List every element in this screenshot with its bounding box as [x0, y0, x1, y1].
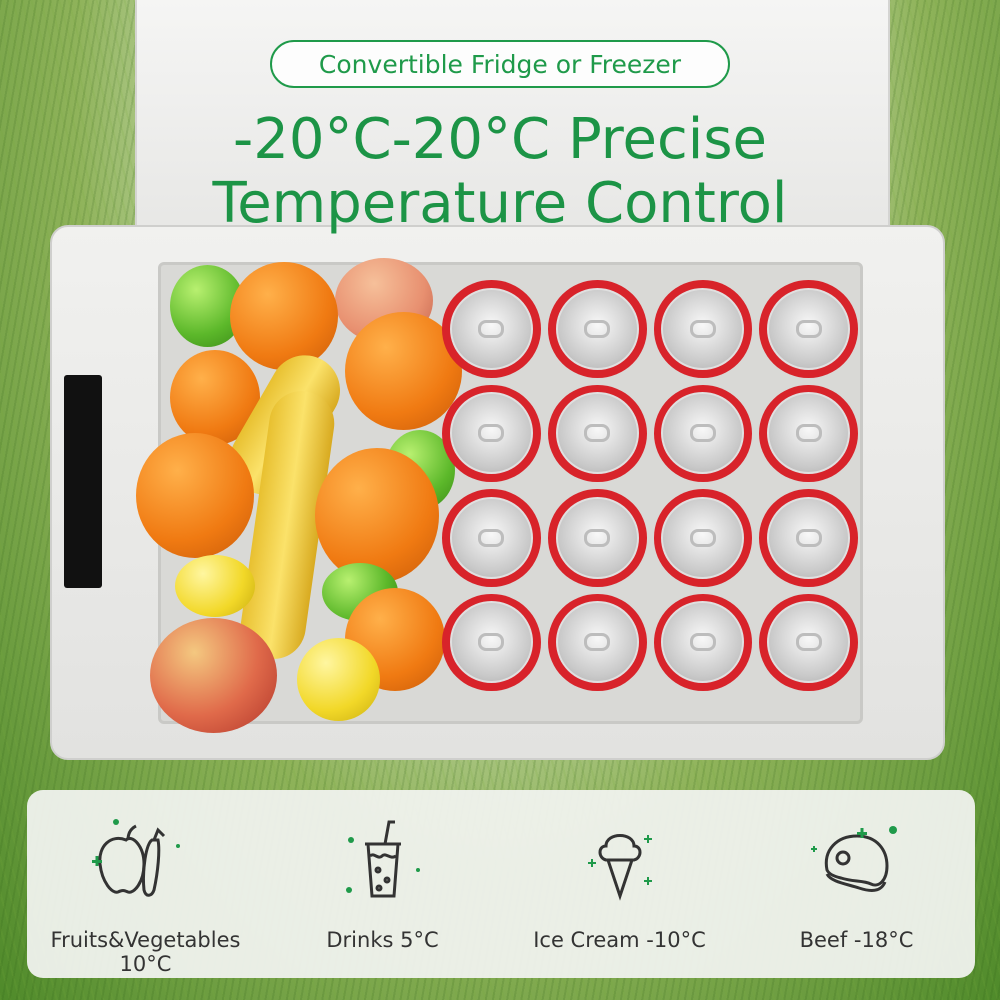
feature-beef: Beef -18°C: [738, 790, 975, 978]
soda-can: [442, 593, 541, 691]
feature-label: Drinks 5°C: [326, 928, 439, 952]
control-panel: [64, 375, 102, 588]
soda-can: [759, 489, 858, 587]
soda-can: [442, 280, 541, 378]
headline-line-2: Temperature Control: [212, 171, 788, 236]
feature-ice-cream: Ice Cream -10°C: [501, 790, 738, 978]
feature-panel: Fruits&Vegetables 10°C Drinks 5°C Ice Cr…: [27, 790, 975, 978]
feature-label: Fruits&Vegetables 10°C: [50, 928, 241, 976]
feature-drinks: Drinks 5°C: [264, 790, 501, 978]
soda-can: [653, 593, 753, 691]
soda-can: [547, 384, 647, 482]
drink-icon: [345, 820, 420, 898]
soda-cans: [440, 278, 860, 693]
soda-can: [547, 489, 647, 587]
soda-can: [653, 280, 753, 378]
feature-label: Ice Cream -10°C: [533, 928, 706, 952]
fridge-freezer-badge: Convertible Fridge or Freezer: [270, 40, 730, 88]
ice-cream-icon: [587, 834, 652, 901]
soda-can: [759, 280, 858, 378]
soda-can: [442, 489, 541, 587]
soda-can: [653, 384, 753, 482]
soda-can: [759, 384, 858, 482]
soda-can: [442, 384, 541, 482]
soda-can: [653, 489, 753, 587]
headline-line-1: -20°C-20°C Precise: [233, 107, 767, 172]
fruit-vegetable-icon: [91, 819, 180, 897]
feature-label: Beef -18°C: [799, 928, 914, 952]
soda-can: [547, 280, 647, 378]
soda-can: [759, 593, 858, 691]
feature-fruits: Fruits&Vegetables 10°C: [27, 790, 264, 978]
soda-can: [547, 593, 647, 691]
beef-icon: [810, 826, 897, 892]
